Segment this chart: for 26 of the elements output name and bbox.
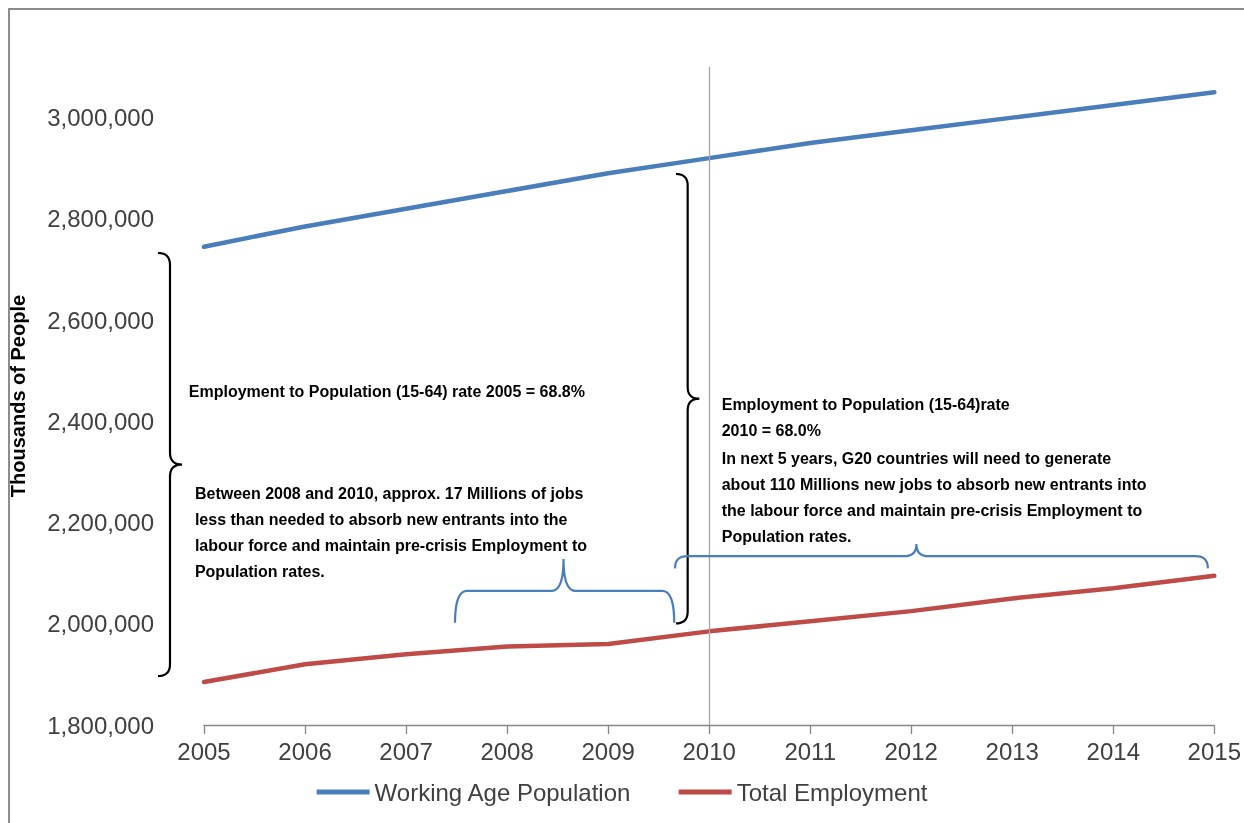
y-tick-label: 1,800,000 — [47, 711, 154, 739]
x-tick-label: 2007 — [379, 737, 433, 765]
y-tick-label: 2,400,000 — [47, 407, 154, 435]
x-tick-label: 2005 — [177, 737, 231, 765]
annotation: Employment to Population (15-64) rate 2005 = 68.8% — [188, 382, 585, 400]
annotation: In next 5 years, G20 countries will need to generate about 110 Millions new jobs to absorb new entrants into the labour force and maintain pre-crisis Employment to Population rates. — [721, 450, 1147, 546]
x-tick-label: 2013 — [985, 737, 1039, 765]
x-tick-label: 2009 — [581, 737, 635, 765]
y-tick-label: 2,600,000 — [47, 306, 154, 334]
legend-label: Total Employment — [736, 778, 928, 806]
x-tick-label: 2014 — [1086, 737, 1140, 765]
x-tick-label: 2010 — [682, 737, 736, 765]
legend-label: Working Age Population — [374, 778, 631, 806]
y-axis-title: Thousands of People — [7, 294, 29, 498]
line-series — [201, 90, 1217, 249]
x-tick-label: 2008 — [480, 737, 534, 765]
y-tick-label: 2,000,000 — [47, 610, 154, 638]
y-tick-label: 2,200,000 — [47, 509, 154, 537]
annotation: Between 2008 and 2010, approx. 17 Millions of jobs less than needed to absorb new entrants into the labour force and maintain pre-crisis Employment to Population rates. — [194, 484, 588, 580]
x-tick-label: 2012 — [884, 737, 938, 765]
y-tick-label: 3,000,000 — [47, 104, 154, 132]
y-tick-label: 2,800,000 — [47, 205, 154, 233]
x-tick-label: 2015 — [1187, 737, 1241, 765]
x-tick-label: 2011 — [784, 737, 836, 765]
annotation: Employment to Population (15-64)rate 2010 = 68.0% — [721, 396, 1010, 440]
x-tick-label: 2006 — [278, 737, 332, 765]
